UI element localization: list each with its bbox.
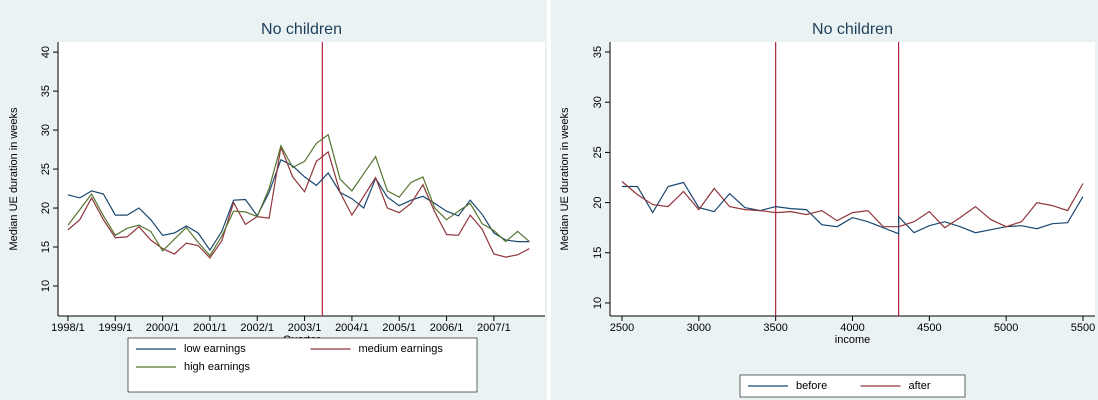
data-line bbox=[67, 158, 530, 252]
x-tick-label: 4500 bbox=[917, 322, 941, 334]
panel: No children 10 15 20 25 30 35 40 1998/1 1999/1 200… bbox=[0, 0, 547, 400]
y-tick-label: 35 bbox=[40, 85, 52, 97]
x-tick-label: 5500 bbox=[1071, 322, 1095, 334]
legend-box bbox=[739, 374, 966, 398]
y-axis-label: Median UE duration in weeks bbox=[8, 107, 20, 251]
y-tick-label: 30 bbox=[40, 124, 52, 136]
x-tick-label: 5000 bbox=[994, 322, 1018, 334]
x-axis-label: income bbox=[835, 334, 870, 346]
plot-area bbox=[610, 42, 1095, 316]
x-tick-label: 4000 bbox=[840, 322, 864, 334]
y-tick-label: 20 bbox=[592, 196, 604, 208]
legend-label: medium earnings bbox=[359, 343, 444, 355]
plot-area bbox=[58, 42, 545, 316]
x-tick-label: 2500 bbox=[610, 322, 634, 334]
x-tick-label: 2001/1 bbox=[193, 322, 227, 334]
chart-title: No children bbox=[261, 21, 342, 38]
x-tick-label: 2007/1 bbox=[477, 322, 511, 334]
data-line bbox=[621, 181, 1084, 229]
y-tick-label: 30 bbox=[592, 96, 604, 108]
y-tick-label: 10 bbox=[592, 297, 604, 309]
x-tick-label: 1998/1 bbox=[51, 322, 85, 334]
y-axis-label: Median UE duration in weeks bbox=[559, 107, 571, 251]
x-tick-label: 1999/1 bbox=[98, 322, 132, 334]
legend-label: after bbox=[909, 380, 931, 392]
y-tick-label: 35 bbox=[592, 46, 604, 58]
legend-label: low earnings bbox=[184, 343, 246, 355]
x-tick-label: 2002/1 bbox=[240, 322, 274, 334]
y-tick-label: 10 bbox=[40, 280, 52, 292]
data-line bbox=[67, 133, 530, 257]
x-tick-label: 2000/1 bbox=[146, 322, 180, 334]
x-tick-label: 3000 bbox=[687, 322, 711, 334]
y-tick-label: 25 bbox=[40, 163, 52, 175]
y-tick-label: 40 bbox=[40, 46, 52, 58]
legend-box bbox=[127, 337, 478, 393]
legend-label: high earnings bbox=[184, 361, 251, 373]
y-tick-label: 20 bbox=[40, 202, 52, 214]
x-tick-label: 2006/1 bbox=[430, 322, 464, 334]
y-tick-label: 15 bbox=[40, 241, 52, 253]
legend-label: before bbox=[796, 380, 827, 392]
chart-title: No children bbox=[812, 21, 893, 38]
panel: No children 10 15 20 25 30 35 2500 3000 3500 4000 4… bbox=[551, 0, 1098, 400]
data-line bbox=[622, 181, 1084, 235]
y-tick-label: 15 bbox=[592, 247, 604, 259]
x-tick-label: 2005/1 bbox=[382, 322, 416, 334]
x-tick-label: 2004/1 bbox=[335, 322, 369, 334]
data-line bbox=[67, 144, 530, 259]
x-tick-label: 2003/1 bbox=[288, 322, 322, 334]
y-tick-label: 25 bbox=[592, 146, 604, 158]
x-tick-label: 3500 bbox=[763, 322, 787, 334]
